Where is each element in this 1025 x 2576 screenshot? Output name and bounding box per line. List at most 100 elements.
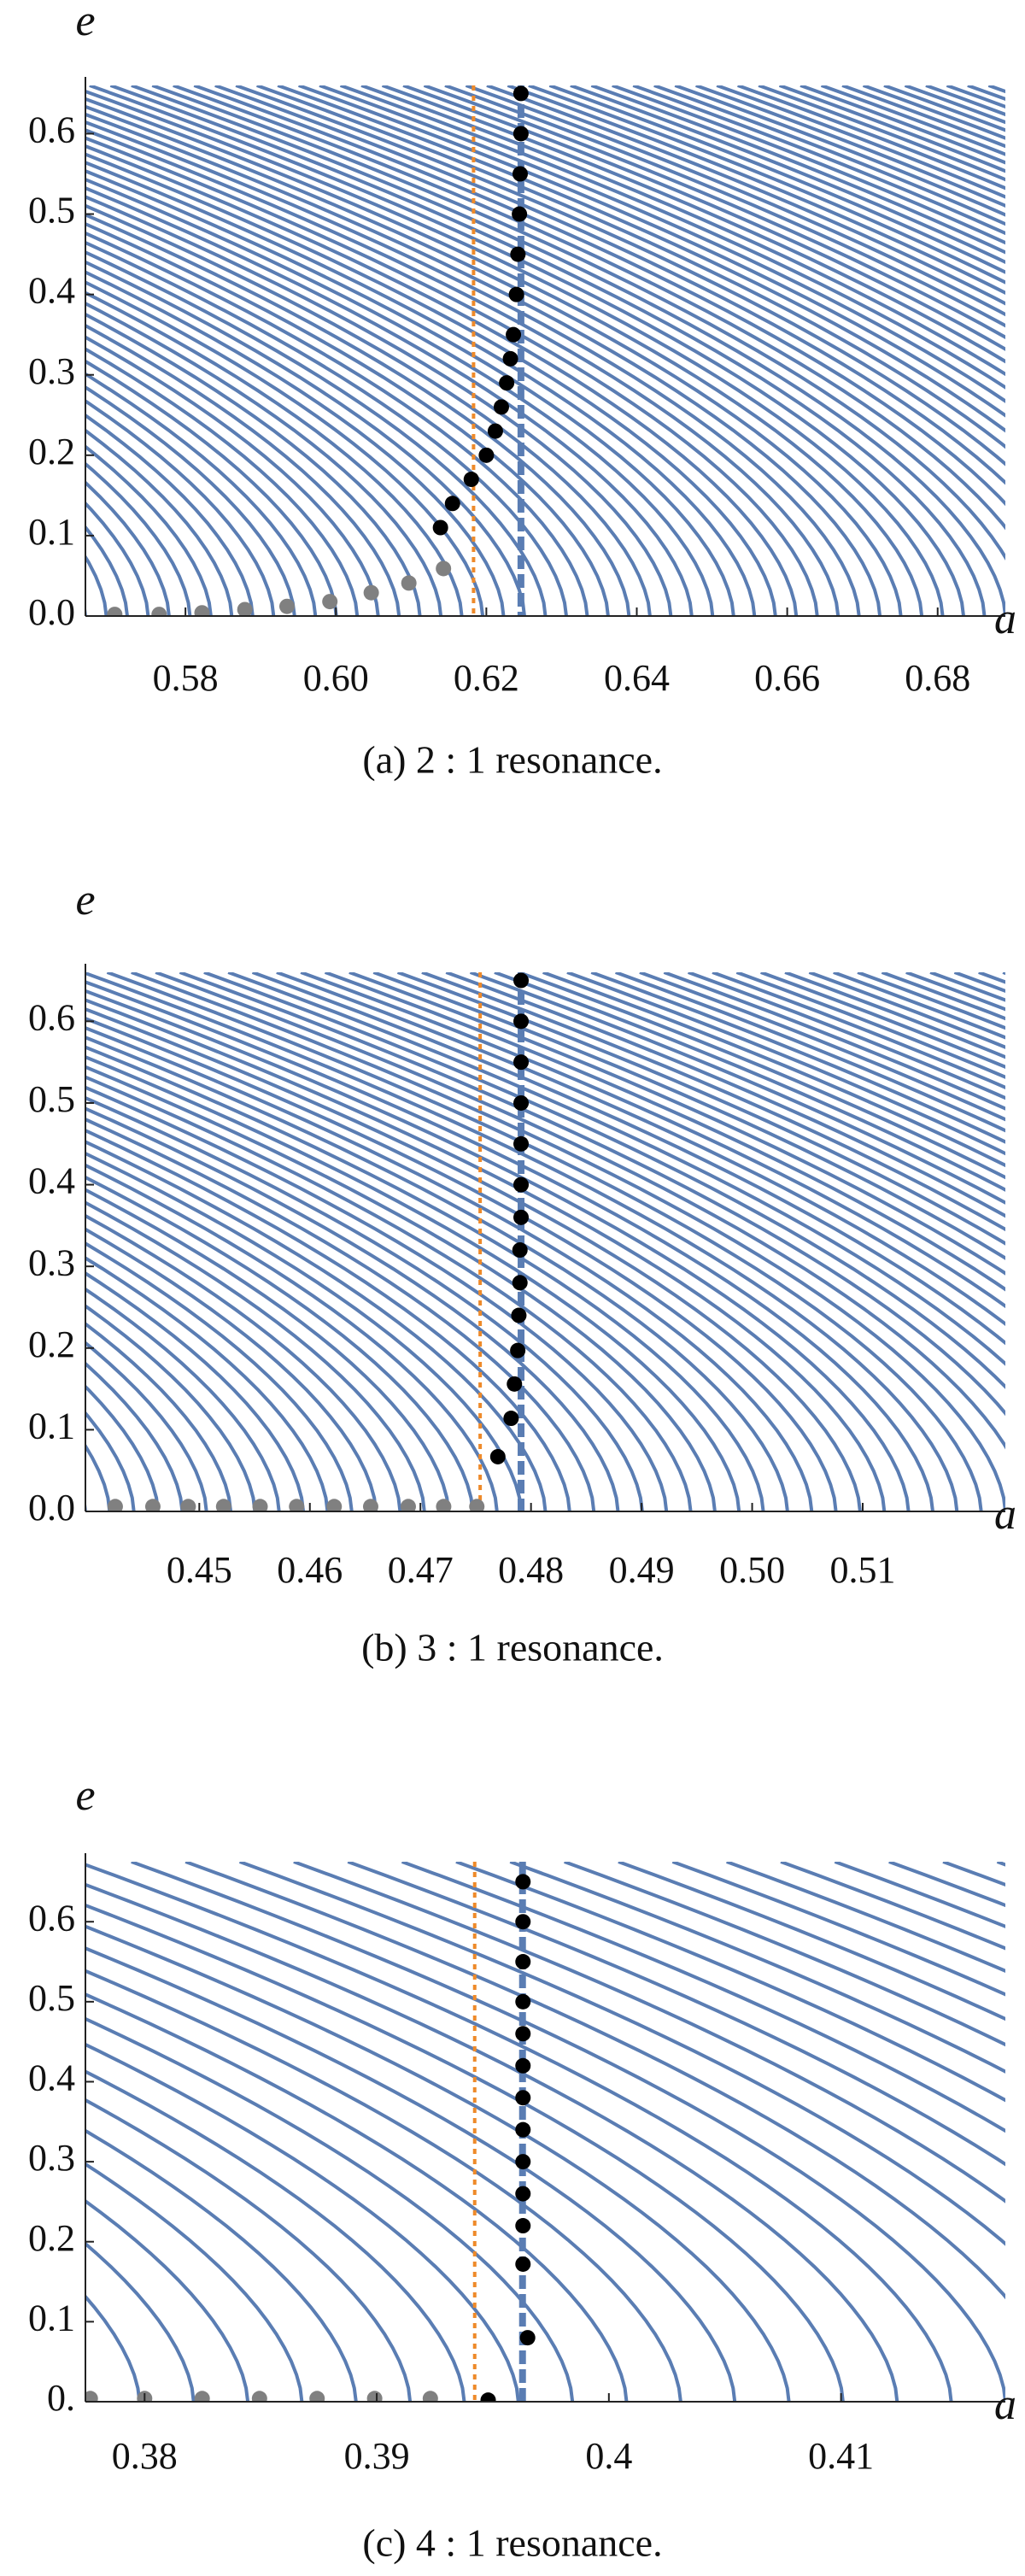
contour-line bbox=[925, 85, 1005, 117]
contour-line bbox=[465, 85, 1005, 317]
y-tick-label: 0.3 bbox=[28, 350, 75, 392]
plot-area bbox=[85, 85, 1005, 616]
panel: 0.0 0.1 0.2 0.3 0.4 0.5 0.6 0.45 0.46 0.47 0.48 0.4… bbox=[28, 876, 1016, 1669]
contour-line bbox=[85, 112, 882, 616]
x-tick-label: 0.49 bbox=[609, 1549, 675, 1591]
contour-line bbox=[85, 240, 568, 616]
contour-line bbox=[85, 97, 924, 616]
data-point bbox=[515, 2090, 531, 2106]
contour-line bbox=[235, 85, 1005, 466]
data-point bbox=[366, 2391, 383, 2402]
y-tick-label: 0.4 bbox=[28, 270, 75, 312]
contour-line bbox=[85, 2069, 466, 2402]
contour-line bbox=[85, 2198, 250, 2402]
contour-line bbox=[653, 85, 1005, 226]
data-point bbox=[515, 1954, 531, 1970]
y-tick-label: 0.4 bbox=[28, 1160, 75, 1202]
contour-line bbox=[214, 85, 1005, 485]
y-tick-label: 0.2 bbox=[28, 1323, 75, 1365]
contour-line bbox=[85, 1075, 693, 1511]
contour-line bbox=[402, 85, 1005, 351]
data-point bbox=[513, 972, 530, 989]
contour-line bbox=[695, 85, 1005, 208]
contour-line bbox=[372, 972, 1005, 1260]
contour-line bbox=[300, 972, 1005, 1309]
data-point bbox=[215, 1499, 231, 1511]
contour-line bbox=[173, 85, 1005, 531]
contour-line bbox=[85, 1882, 899, 2402]
panel: 0.0 0.1 0.2 0.3 0.4 0.5 0.6 0.58 0.60 0.62 0.64 0.6… bbox=[28, 0, 1016, 782]
contour-line bbox=[444, 85, 1005, 328]
contour-line bbox=[760, 972, 1005, 1069]
data-point bbox=[502, 350, 518, 367]
contour-line bbox=[590, 85, 1005, 255]
contour-line bbox=[319, 85, 1005, 403]
data-point bbox=[510, 246, 526, 262]
contour-line bbox=[486, 85, 1005, 306]
contour-line bbox=[179, 972, 1005, 1417]
data-point bbox=[493, 399, 509, 415]
data-point bbox=[510, 1342, 526, 1358]
data-point bbox=[237, 601, 253, 616]
contour-line bbox=[276, 972, 1005, 1327]
y-tick-label: 0.3 bbox=[28, 2137, 75, 2179]
contour-line bbox=[85, 231, 589, 616]
x-tick-label: 0.66 bbox=[754, 657, 820, 699]
data-point bbox=[444, 496, 460, 512]
contour-line bbox=[85, 1361, 184, 1511]
y-tick-label: 0.6 bbox=[28, 109, 75, 151]
x-tick-label: 0.4 bbox=[585, 2435, 632, 2477]
contour-line bbox=[85, 1016, 838, 1511]
x-tick-label: 0.47 bbox=[388, 1549, 454, 1591]
contour-line bbox=[85, 136, 819, 616]
data-point bbox=[512, 126, 529, 142]
contour-line bbox=[85, 444, 213, 616]
contour-line bbox=[85, 359, 338, 616]
y-tick-label: 0.5 bbox=[28, 1977, 75, 2019]
contour-line bbox=[85, 428, 234, 616]
contour-line bbox=[507, 85, 1005, 295]
contour-line bbox=[85, 1188, 451, 1511]
contour-line bbox=[716, 85, 1005, 199]
contour-line bbox=[85, 1304, 257, 1511]
contour-line bbox=[671, 1862, 1005, 1997]
contour-line bbox=[339, 85, 1005, 390]
contour-line bbox=[726, 1862, 1005, 1973]
contour-line bbox=[632, 85, 1005, 236]
caption: (b) 3 : 1 resonance. bbox=[361, 1626, 664, 1669]
data-point bbox=[515, 2121, 531, 2138]
contour-line bbox=[85, 1992, 629, 2402]
contour-line bbox=[85, 372, 318, 616]
contour-line bbox=[85, 1287, 281, 1511]
data-point bbox=[508, 286, 524, 302]
data-point bbox=[513, 1209, 530, 1225]
contour-line bbox=[455, 1862, 1005, 2103]
contour-line bbox=[85, 177, 715, 616]
contour-line bbox=[401, 1862, 1005, 2133]
contour-line bbox=[85, 1227, 378, 1511]
contour-line bbox=[85, 1270, 306, 1511]
contour-line bbox=[85, 213, 631, 616]
contour-line bbox=[615, 972, 1005, 1133]
x-tick-label: 0.38 bbox=[112, 2435, 178, 2477]
contour-line bbox=[251, 972, 1005, 1346]
data-point bbox=[289, 1499, 305, 1511]
y-tick-label: 0.5 bbox=[28, 1078, 75, 1120]
contour-line bbox=[396, 972, 1005, 1246]
contour-line bbox=[109, 85, 987, 616]
data-point bbox=[515, 2186, 531, 2202]
contour-line bbox=[85, 1256, 330, 1511]
contour-line bbox=[347, 1862, 1005, 2167]
data-point bbox=[512, 1242, 528, 1259]
data-point bbox=[519, 2330, 536, 2346]
contour-line bbox=[542, 972, 1005, 1168]
x-tick-label: 0.62 bbox=[454, 657, 519, 699]
contour-line bbox=[85, 1095, 644, 1511]
contour-line bbox=[85, 161, 757, 616]
contour-line bbox=[421, 972, 1005, 1232]
contour-line bbox=[85, 413, 255, 616]
x-tick-label: 0.64 bbox=[604, 657, 670, 699]
contour-line bbox=[193, 85, 1005, 507]
data-point bbox=[512, 206, 528, 222]
